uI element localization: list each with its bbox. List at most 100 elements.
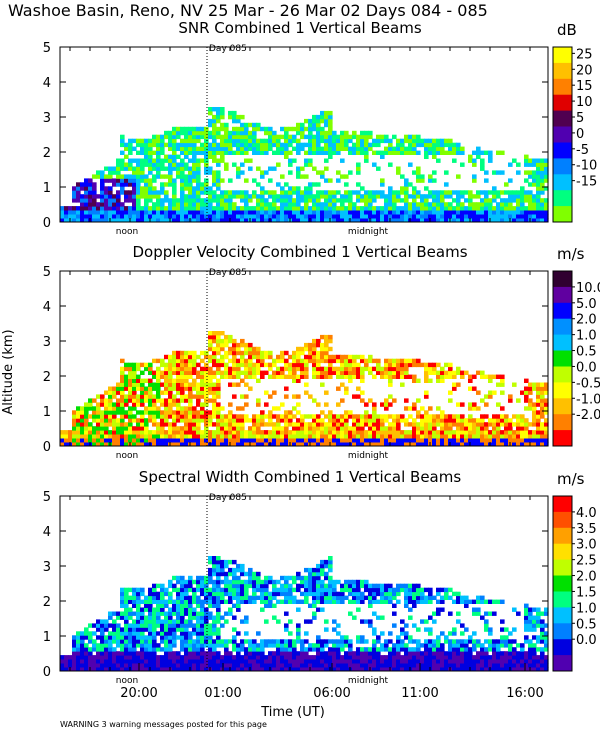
echo-cell — [308, 134, 313, 140]
echo-cell — [316, 607, 321, 612]
echo-cell — [152, 659, 157, 664]
echo-cell — [304, 583, 309, 589]
echo-cell — [340, 418, 345, 423]
echo-cell — [332, 202, 337, 207]
echo-cell — [452, 190, 457, 195]
echo-cell — [408, 422, 413, 427]
echo-cell — [384, 370, 389, 375]
echo-cell — [136, 607, 141, 612]
echo-cell — [228, 338, 233, 344]
echo-cell — [96, 410, 101, 415]
echo-cell — [328, 190, 333, 195]
echo-cell — [360, 398, 365, 403]
echo-cell — [148, 651, 153, 656]
echo-cell — [148, 655, 153, 660]
echo-cell — [176, 354, 181, 360]
echo-cell — [416, 190, 421, 195]
echo-cell — [528, 194, 533, 199]
echo-cell — [448, 374, 453, 379]
echo-cell — [296, 214, 301, 219]
echo-cell — [168, 635, 173, 640]
echo-cell — [344, 374, 349, 379]
echo-cell — [100, 182, 105, 187]
echo-cell — [132, 651, 137, 656]
echo-cell — [544, 426, 549, 431]
echo-cell — [508, 162, 513, 167]
echo-cell — [540, 382, 545, 387]
echo-cell — [344, 362, 349, 368]
echo-cell — [180, 362, 185, 368]
echo-cell — [288, 366, 293, 372]
echo-cell — [188, 190, 193, 195]
echo-cell — [80, 442, 85, 447]
echo-cell — [264, 150, 269, 155]
echo-cell — [220, 374, 225, 379]
echo-cell — [356, 374, 361, 379]
echo-cell — [284, 198, 289, 203]
echo-cell — [348, 134, 353, 140]
echo-cell — [464, 438, 469, 443]
echo-cell — [208, 631, 213, 636]
echo-cell — [304, 647, 309, 652]
echo-cell — [232, 338, 237, 344]
echo-cell — [204, 414, 209, 419]
echo-cell — [364, 430, 369, 435]
echo-cell — [392, 206, 397, 211]
echo-cell — [172, 603, 177, 608]
echo-cell — [344, 663, 349, 668]
echo-cell — [440, 430, 445, 435]
echo-cell — [104, 667, 109, 672]
echo-cell — [68, 214, 73, 219]
echo-cell — [528, 162, 533, 167]
echo-cell — [384, 202, 389, 207]
echo-cell — [412, 402, 417, 407]
echo-cell — [192, 663, 197, 668]
echo-cell — [72, 647, 77, 652]
echo-cell — [164, 354, 169, 360]
echo-cell — [332, 418, 337, 423]
echo-cell — [288, 434, 293, 439]
echo-cell — [216, 414, 221, 419]
echo-cell — [380, 134, 385, 140]
echo-cell — [396, 358, 401, 364]
echo-cell — [184, 639, 189, 644]
echo-cell — [80, 430, 85, 435]
echo-cell — [492, 426, 497, 431]
echo-cell — [196, 386, 201, 391]
echo-cell — [448, 422, 453, 427]
echo-cell — [432, 198, 437, 203]
echo-cell — [208, 107, 213, 112]
echo-cell — [332, 422, 337, 427]
echo-cell — [420, 418, 425, 423]
echo-cell — [116, 410, 121, 415]
echo-cell — [168, 410, 173, 415]
echo-cell — [268, 410, 273, 415]
echo-cell — [172, 126, 177, 132]
echo-cell — [536, 194, 541, 199]
echo-cell — [372, 206, 377, 211]
echo-cell — [324, 430, 329, 435]
echo-cell — [352, 370, 357, 375]
echo-cell — [136, 394, 141, 399]
echo-cell — [136, 382, 141, 387]
echo-cell — [240, 218, 245, 223]
echo-cell — [176, 635, 181, 640]
echo-cell — [148, 595, 153, 600]
echo-cell — [220, 563, 225, 569]
echo-cell — [372, 162, 377, 167]
echo-cell — [260, 186, 265, 191]
echo-cell — [304, 667, 309, 672]
echo-cell — [212, 138, 217, 144]
echo-cell — [252, 651, 257, 656]
echo-cell — [120, 182, 125, 187]
echo-cell — [92, 430, 97, 435]
echo-cell — [520, 190, 525, 195]
echo-cell — [236, 607, 241, 612]
echo-cell — [100, 422, 105, 427]
echo-cell — [312, 599, 317, 604]
echo-cell — [372, 426, 377, 431]
echo-cell — [296, 667, 301, 672]
echo-cell — [188, 619, 193, 624]
echo-cell — [308, 182, 313, 187]
echo-cell — [104, 174, 109, 179]
